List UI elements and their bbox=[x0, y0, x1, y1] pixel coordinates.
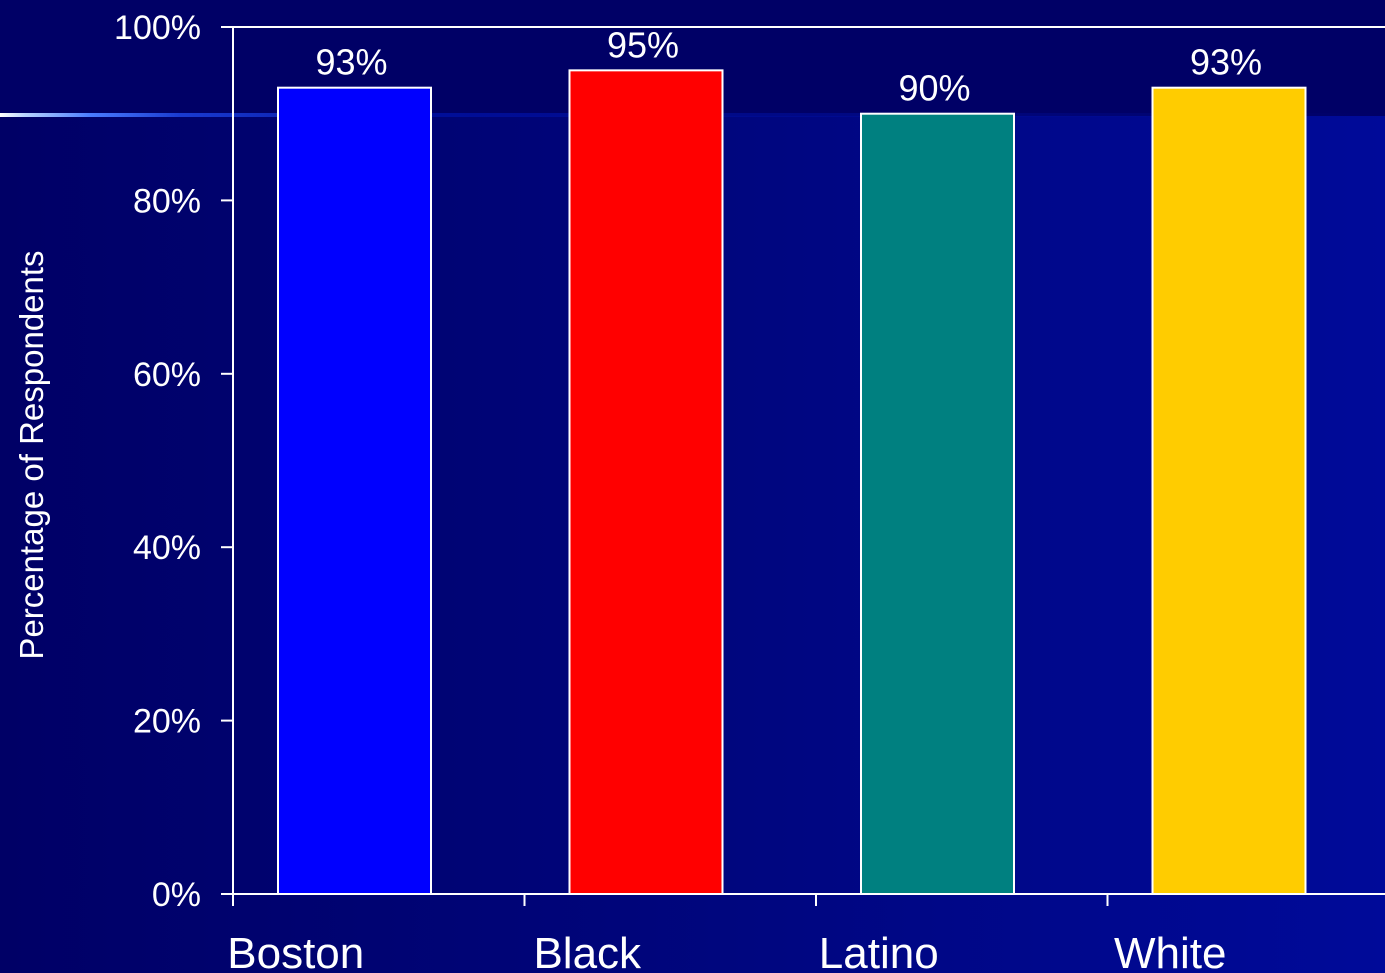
y-axis-ticks bbox=[221, 26, 233, 895]
x-tick-label-boston: Boston bbox=[227, 929, 364, 973]
data-label-latino: 90% bbox=[898, 68, 970, 109]
bar-black bbox=[568, 69, 724, 896]
y-axis-tick-labels: 0% 20% 40% 60% 80% 100% bbox=[114, 9, 201, 914]
data-label-white: 93% bbox=[1190, 42, 1262, 83]
y-tick-label: 20% bbox=[133, 703, 201, 741]
y-tick-label: 60% bbox=[133, 356, 201, 394]
x-tick-label-black: Black bbox=[533, 929, 642, 973]
y-tick-label: 100% bbox=[114, 9, 201, 47]
bar-boston bbox=[277, 86, 432, 895]
y-tick-label: 40% bbox=[133, 529, 201, 567]
data-label-black: 95% bbox=[607, 24, 679, 65]
bar-latino bbox=[860, 112, 1015, 895]
x-axis-ticks bbox=[232, 894, 1109, 906]
y-tick-label: 80% bbox=[133, 182, 201, 220]
data-labels: 93% 95% 90% 93% bbox=[315, 24, 1262, 108]
bar-white bbox=[1151, 86, 1307, 895]
y-axis-label: Percentage of Respondents bbox=[13, 250, 50, 659]
x-tick-label-white: White bbox=[1114, 929, 1226, 973]
bars bbox=[277, 69, 1307, 896]
x-axis-tick-labels: Boston Black Latino White bbox=[227, 929, 1226, 973]
x-tick-label-latino: Latino bbox=[819, 929, 939, 973]
y-tick-label: 0% bbox=[152, 876, 201, 914]
data-label-boston: 93% bbox=[315, 42, 387, 83]
